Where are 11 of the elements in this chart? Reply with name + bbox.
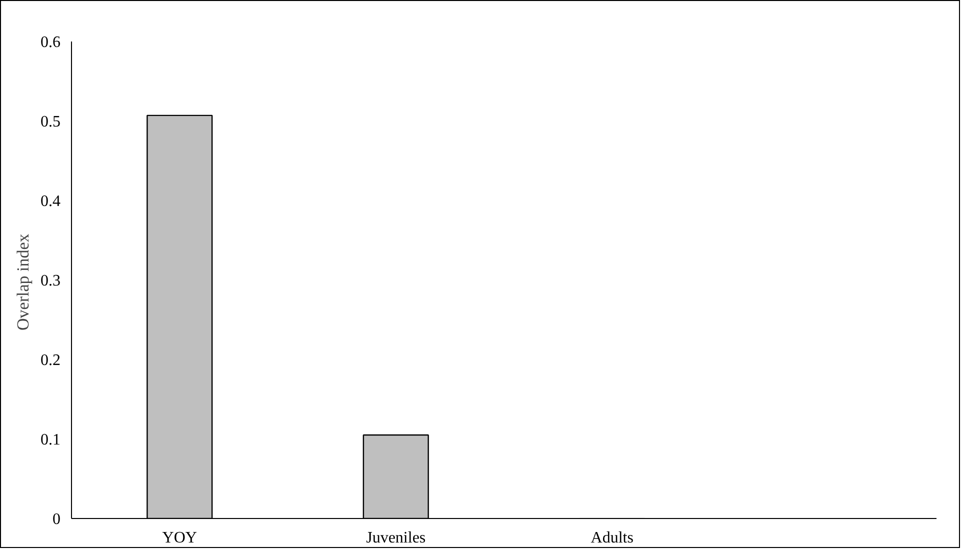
x-tick-label: YOY — [162, 530, 198, 546]
y-tick-label: 0 — [52, 511, 60, 528]
y-tick-label: 0.1 — [40, 432, 60, 448]
y-axis-title: Overlap index — [14, 233, 32, 331]
x-tick-label: Juveniles — [366, 530, 426, 546]
y-tick-label: 0.3 — [40, 272, 60, 290]
y-tick-label: 0.5 — [40, 114, 60, 130]
y-tick-label: 0.6 — [40, 34, 60, 51]
y-tick-label: 0.2 — [40, 352, 60, 369]
x-tick-label: Adults — [590, 530, 634, 546]
y-tick-label: 0.4 — [40, 193, 60, 210]
